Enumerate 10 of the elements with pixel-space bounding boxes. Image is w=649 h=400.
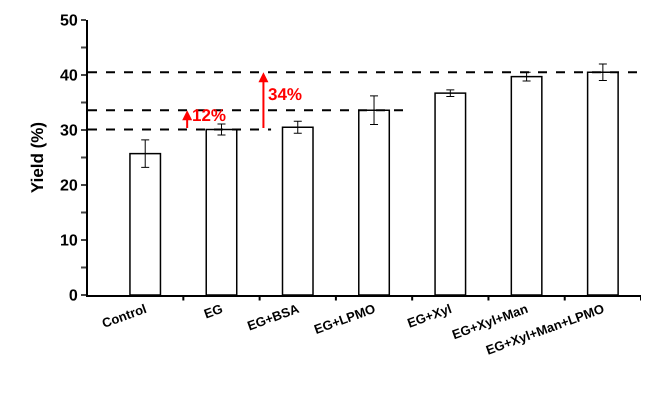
y-tick-label: 10 [60, 232, 78, 250]
y-tick-label: 30 [60, 122, 78, 140]
x-tick-label: EG [202, 300, 225, 322]
annotation: 12% [192, 106, 226, 125]
y-tick-label: 0 [68, 288, 78, 305]
y-tick-label: 50 [60, 12, 78, 30]
annotation: 34% [268, 85, 302, 104]
y-tick-label: 20 [60, 178, 78, 195]
y-axis-title: Yield (%) [28, 122, 47, 194]
y-tick-label: 40 [60, 68, 78, 85]
